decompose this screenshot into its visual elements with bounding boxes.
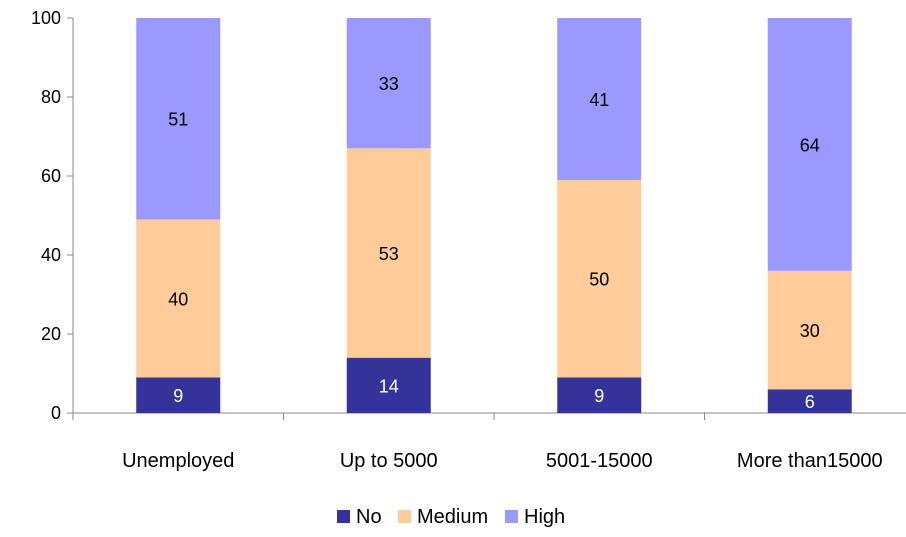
x-tick-label: 5001-15000 [546,450,653,472]
data-label: 50 [589,270,609,290]
bar-segment-no [346,357,431,413]
x-axis: Unemployed Up to 5000 5001-15000 More than1… [72,412,906,472]
bar-segment-medium [557,179,642,378]
legend-item-medium: Medium [398,506,488,528]
legend-item-high: High [505,506,565,528]
bar-segment-high [346,18,431,149]
data-label: 64 [800,135,820,155]
y-axis: 0 20 40 60 80 100 [31,8,74,423]
bar-segment-medium [136,219,221,378]
data-label: 14 [379,376,399,396]
legend-item-no: No [337,506,382,528]
legend: No Medium High [337,506,565,528]
legend-label: High [524,506,565,528]
data-label: 53 [379,244,399,264]
data-label: 6 [805,392,815,412]
bar-segment-high [557,18,642,180]
legend-label: No [356,506,382,528]
y-tick-label: 60 [41,166,61,186]
bar-segment-high [767,18,852,271]
bar-group: 9 40 51 [136,18,221,413]
data-label: 9 [173,386,183,406]
data-label: 40 [168,289,188,309]
legend-label: Medium [417,506,488,528]
bar-group: 6 30 64 [767,18,852,413]
data-label: 33 [379,74,399,94]
bar-segment-high [136,18,221,220]
y-tick-label: 80 [41,87,61,107]
y-tick-label: 20 [41,324,61,344]
bar-segment-medium [346,148,431,358]
data-label: 51 [168,110,188,130]
bar-group: 14 53 33 [346,18,431,413]
data-label: 9 [594,386,604,406]
x-tick-label: Up to 5000 [340,450,438,472]
data-label: 30 [800,321,820,341]
y-tick-label: 0 [51,403,61,423]
legend-swatch [337,510,350,523]
x-tick-label: Unemployed [122,450,234,472]
bar-group: 9 50 41 [557,18,642,413]
legend-swatch [398,510,411,523]
x-tick-label: More than15000 [737,450,883,472]
bars: 9 40 51 14 53 33 9 50 41 6 30 64 [136,18,852,413]
bar-segment-medium [767,270,852,390]
legend-swatch [505,510,518,523]
y-tick-label: 40 [41,245,61,265]
y-tick-label: 100 [31,8,61,28]
bar-segment-no [136,377,221,413]
data-label: 41 [589,90,609,110]
bar-segment-no [767,389,852,413]
bar-segment-no [557,377,642,413]
